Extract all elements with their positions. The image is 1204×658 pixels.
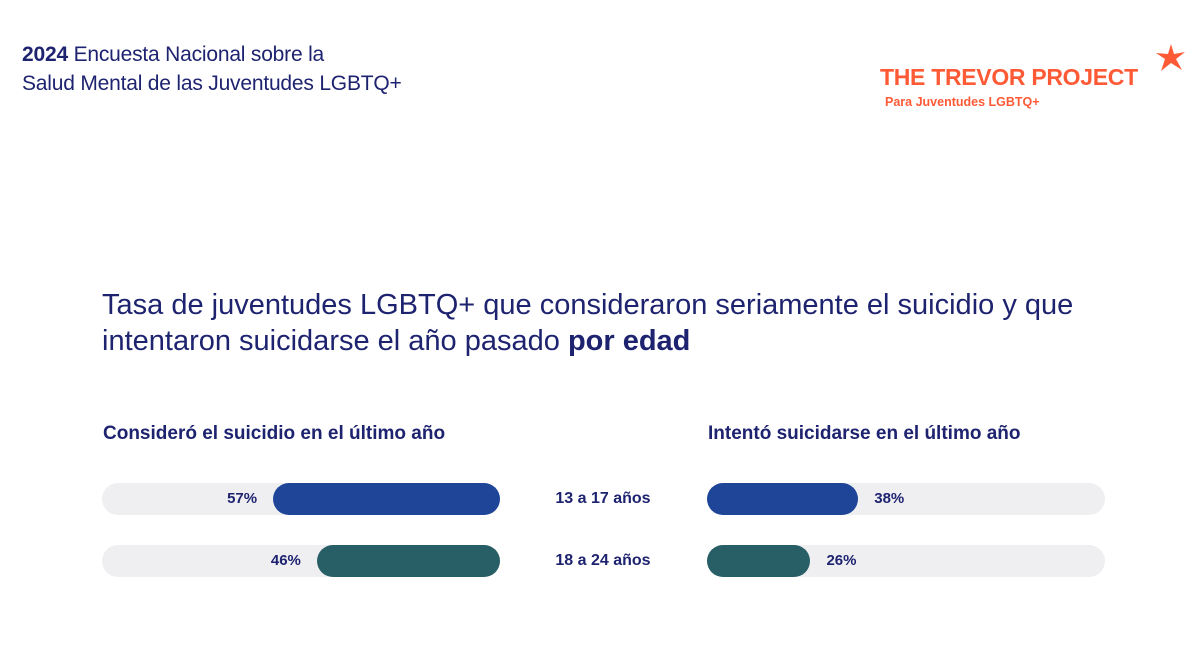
survey-title: 2024 Encuesta Nacional sobre la Salud Me… (22, 40, 402, 98)
category-label: 13 a 17 años (555, 490, 651, 507)
bar-track: 26% (707, 545, 1105, 577)
bar-track: 38% (707, 483, 1105, 515)
logo-name: THE TREVOR PROJECT (880, 64, 1138, 90)
bar (707, 483, 859, 515)
survey-title-line1: 2024 Encuesta Nacional sobre la (22, 40, 402, 69)
survey-year: 2024 (22, 43, 68, 66)
bar-value-label: 26% (826, 552, 857, 569)
bar (316, 545, 500, 577)
series-heading-attempted: Intentó suicidarse en el último año (708, 423, 1021, 444)
bar (273, 483, 500, 515)
survey-title-line2: Salud Mental de las Juventudes LGBTQ+ (22, 72, 402, 95)
series-heading-considered: Consideró el suicidio en el último año (103, 423, 446, 444)
bar (707, 545, 811, 577)
chart-title-emphasis: por edad (567, 325, 691, 357)
chart-title-main: Tasa de juventudes LGBTQ+ que considerar… (102, 289, 1074, 357)
star-icon (1156, 44, 1185, 71)
survey-title-text: Encuesta Nacional sobre la (73, 43, 325, 66)
category-label: 18 a 24 años (555, 552, 651, 569)
bar-value-label: 57% (227, 490, 258, 507)
bar-track: 46% (102, 545, 500, 577)
trevor-project-logo: THE TREVOR PROJECT Para Juventudes LGBTQ… (880, 42, 1190, 112)
bar-value-label: 38% (874, 490, 905, 507)
chart-title: Tasa de juventudes LGBTQ+ que considerar… (102, 287, 1102, 359)
logo-tagline: Para Juventudes LGBTQ+ (885, 95, 1040, 109)
bar-value-label: 46% (270, 552, 301, 569)
bar-track: 57% (102, 483, 500, 515)
